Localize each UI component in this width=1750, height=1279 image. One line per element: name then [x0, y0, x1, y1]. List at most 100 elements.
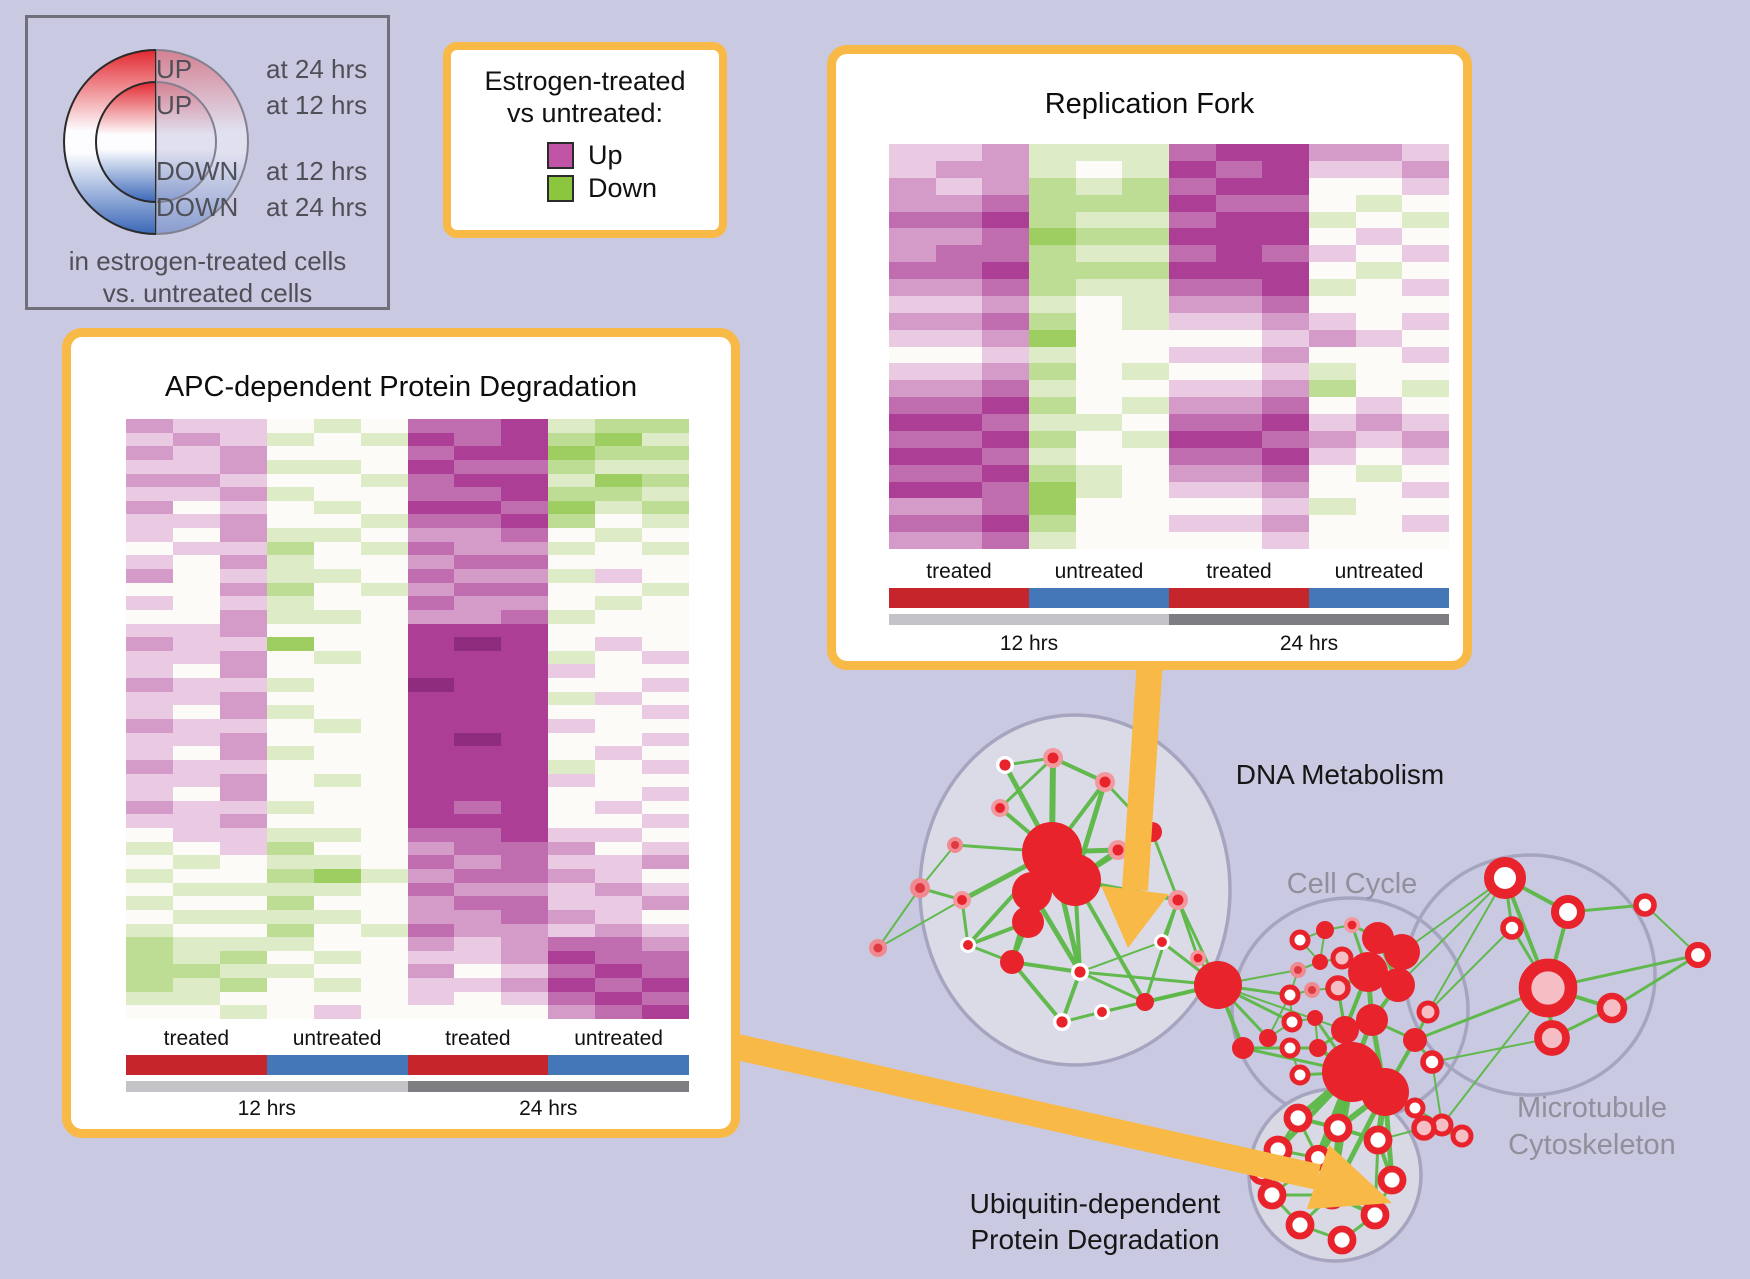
- heatmap-cell: [1309, 363, 1356, 381]
- heatmap-cell: [1122, 532, 1169, 549]
- apc-group-untreated-24: untreated: [574, 1027, 663, 1050]
- heatmap-cell: [1029, 447, 1076, 465]
- heatmap-cell: [548, 541, 596, 556]
- heatmap-cell: [360, 923, 408, 938]
- heatmap-cell: [219, 637, 267, 651]
- heatmap-cell: [595, 555, 643, 569]
- heatmap-cell: [454, 419, 502, 433]
- heatmap-cell: [313, 691, 361, 706]
- heatmap-cell: [360, 828, 408, 842]
- heatmap-cell: [1122, 481, 1169, 499]
- heatmap-cell: [1355, 515, 1403, 533]
- heatmap-cell: [1215, 515, 1263, 533]
- heatmap-cell: [595, 746, 643, 760]
- heatmap-cell: [266, 514, 314, 529]
- up-label: Up: [588, 140, 623, 170]
- heatmap-cell: [219, 528, 267, 542]
- heatmap-cell: [1262, 194, 1309, 212]
- heatmap-cell: [889, 312, 936, 330]
- heatmap-cell: [172, 787, 220, 801]
- heatmap-cell: [126, 432, 173, 447]
- heatmap-cell: [172, 500, 220, 515]
- heatmap-cell: [1262, 295, 1309, 313]
- heatmap-cell: [1029, 262, 1076, 279]
- legend-item-down: Down: [547, 173, 657, 204]
- heatmap-cell: [548, 937, 596, 951]
- network-edge: [1143, 898, 1180, 1004]
- heatmap-cell: [454, 978, 502, 992]
- heatmap-cell: [1029, 160, 1076, 178]
- heatmap-cell: [935, 228, 983, 246]
- heatmap-cell: [548, 732, 596, 747]
- heatmap-cell: [126, 800, 173, 815]
- gene-node: [1316, 921, 1334, 939]
- heatmap-cell: [313, 637, 361, 651]
- heatmap-cell: [501, 950, 549, 965]
- heatmap-cell: [1029, 380, 1076, 398]
- heatmap-cell: [219, 473, 267, 488]
- heatmap-cell: [1075, 430, 1123, 448]
- heatmap-cell: [501, 609, 549, 624]
- heatmap-cell: [219, 978, 267, 992]
- heatmap-cell: [1262, 211, 1309, 229]
- heatmap-cell: [454, 487, 502, 501]
- heatmap-cell: [642, 473, 689, 488]
- apc-timebar-12: [126, 1081, 408, 1092]
- cluster-label-microtubule-cytoskeleton: Microtubule Cytoskeleton: [1472, 1090, 1712, 1164]
- heatmap-cell: [219, 419, 267, 433]
- legend-up-24-word: UP: [156, 54, 193, 84]
- ubiquitin-line1: Ubiquitin-dependent: [969, 1188, 1221, 1219]
- network-edge: [998, 756, 1055, 810]
- heatmap-cell: [501, 978, 549, 992]
- heatmap-cell: [266, 773, 314, 788]
- heatmap-cell: [548, 637, 596, 651]
- heatmap-cell: [454, 787, 502, 801]
- heatmap-cell: [1355, 464, 1403, 482]
- rf-condition-bar: [889, 588, 1449, 608]
- gene-node-ring: [1330, 946, 1354, 970]
- heatmap-cell: [407, 678, 455, 692]
- heatmap-cell: [313, 555, 361, 569]
- heatmap-cell: [889, 430, 936, 448]
- gene-node-core: [1308, 986, 1316, 994]
- heatmap-cell: [642, 800, 689, 815]
- heatmap-cell: [889, 397, 936, 414]
- heatmap-cell: [1215, 194, 1263, 212]
- heatmap-cell: [360, 814, 408, 829]
- heatmap-cell: [407, 732, 455, 747]
- heatmap-cell: [548, 787, 596, 801]
- heatmap-cell: [642, 841, 689, 856]
- heatmap-cell: [219, 787, 267, 801]
- heatmap-cell: [935, 380, 983, 398]
- heatmap-cell: [1355, 414, 1403, 431]
- network-edge: [1431, 1037, 1553, 1063]
- heatmap-cell: [1029, 228, 1076, 246]
- heatmap-cell: [360, 555, 408, 569]
- rf-bar-treated-12: [889, 588, 1029, 608]
- heatmap-cell: [595, 541, 643, 556]
- heatmap-cell: [1122, 160, 1169, 178]
- heatmap-cell: [360, 964, 408, 979]
- estrogen-legend-title-line2: vs untreated:: [506, 98, 664, 128]
- heatmap-cell: [1122, 245, 1169, 263]
- gene-node: [1309, 1039, 1327, 1057]
- heatmap-cell: [889, 532, 936, 549]
- legend-down-24-time: at 24 hrs: [266, 192, 368, 222]
- heatmap-cell: [313, 609, 361, 624]
- apc-bar-untreated-12: [266, 1055, 408, 1075]
- heatmap-cell: [454, 691, 502, 706]
- heatmap-cell: [889, 262, 936, 279]
- heatmap-cell: [172, 719, 220, 733]
- gene-node-core: [999, 759, 1011, 771]
- heatmap-cell: [454, 869, 502, 883]
- heatmap-cell: [407, 569, 455, 583]
- heatmap-cell: [1309, 177, 1356, 195]
- heatmap-cell: [1169, 295, 1216, 313]
- network-edge: [1010, 960, 1064, 1024]
- heatmap-cell: [501, 855, 549, 869]
- heatmap-cell: [595, 896, 643, 910]
- heatmap-cell: [501, 746, 549, 760]
- heatmap-cell: [1075, 464, 1123, 482]
- gene-node-core: [957, 895, 967, 905]
- heatmap-cell: [1355, 177, 1403, 195]
